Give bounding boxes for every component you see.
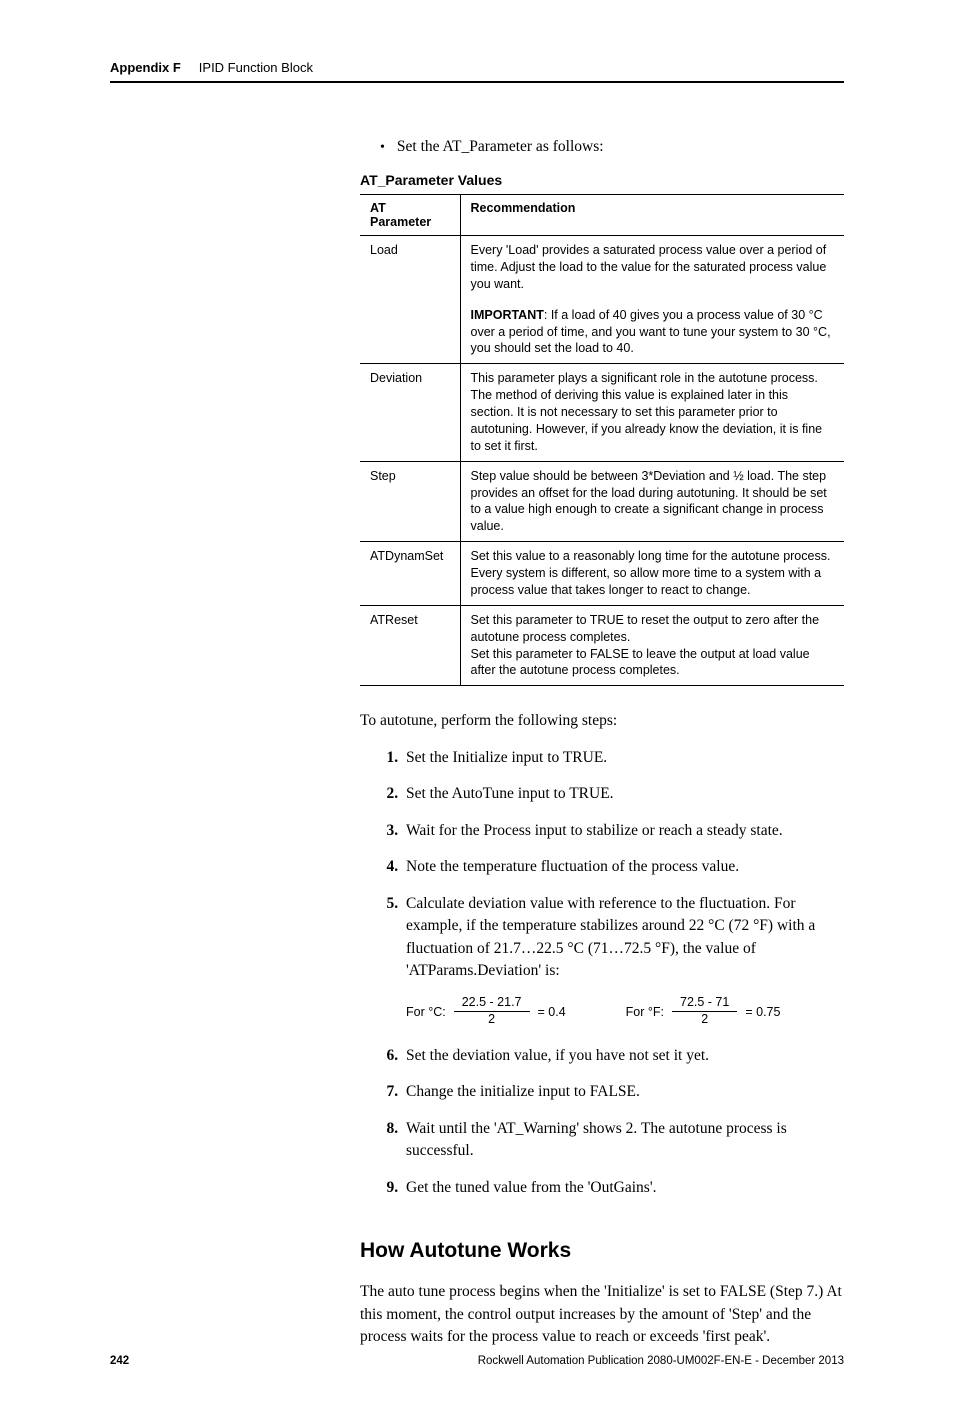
cell-rec: Step value should be between 3*Deviation… [460, 461, 844, 542]
step-item: Set the AutoTune input to TRUE. [402, 783, 844, 805]
step-item: Change the initialize input to FALSE. [402, 1081, 844, 1103]
intro-bullet: • Set the AT_Parameter as follows: [380, 138, 844, 158]
step-item: Wait for the Process input to stabilize … [402, 820, 844, 842]
rec-main: Every 'Load' provides a saturated proces… [471, 242, 835, 293]
formula-f-label: For °F: [626, 1003, 664, 1021]
step-item: Note the temperature fluctuation of the … [402, 856, 844, 878]
formula-c-num: 22.5 - 21.7 [454, 996, 530, 1012]
table-row: Step Step value should be between 3*Devi… [360, 461, 844, 542]
section-heading: How Autotune Works [360, 1239, 844, 1263]
step-item: Set the Initialize input to TRUE. [402, 747, 844, 769]
steps-list: Set the Initialize input to TRUE. Set th… [360, 747, 844, 1200]
cell-param: Load [360, 236, 460, 364]
rec-second: Set this parameter to FALSE to leave the… [471, 646, 835, 680]
cell-rec: Set this parameter to TRUE to reset the … [460, 605, 844, 686]
formula-c-den: 2 [488, 1012, 495, 1027]
section-body: The auto tune process begins when the 'I… [360, 1281, 844, 1348]
formula-c-label: For °C: [406, 1003, 446, 1021]
table-row: Deviation This parameter plays a signifi… [360, 364, 844, 461]
step-item: Set the deviation value, if you have not… [402, 1045, 844, 1067]
step-item: Wait until the 'AT_Warning' shows 2. The… [402, 1118, 844, 1163]
formula-row: For °C: 22.5 - 21.7 2 = 0.4 For °F: 72.5… [406, 996, 844, 1027]
page-footer: 242 Rockwell Automation Publication 2080… [110, 1355, 844, 1367]
col-header-param: AT Parameter [360, 195, 460, 236]
appendix-label: Appendix F [110, 60, 181, 75]
table-row: ATReset Set this parameter to TRUE to re… [360, 605, 844, 686]
formula-c: For °C: 22.5 - 21.7 2 = 0.4 [406, 996, 566, 1027]
page-number: 242 [110, 1355, 129, 1367]
step-item: Calculate deviation value with reference… [402, 893, 844, 1027]
page-header: Appendix F IPID Function Block [110, 60, 844, 83]
rec-main: Set this parameter to TRUE to reset the … [471, 612, 835, 646]
main-content: • Set the AT_Parameter as follows: AT_Pa… [360, 138, 844, 686]
rec-important: IMPORTANT: If a load of 40 gives you a p… [471, 307, 835, 358]
col-header-rec: Recommendation [460, 195, 844, 236]
cell-param: Step [360, 461, 460, 542]
intro-bullet-text: Set the AT_Parameter as follows: [397, 138, 604, 158]
table-row: ATDynamSet Set this value to a reasonabl… [360, 542, 844, 606]
formula-f-eq: = 0.75 [745, 1003, 780, 1021]
bullet-icon: • [380, 138, 385, 158]
cell-rec: Set this value to a reasonably long time… [460, 542, 844, 606]
important-label: IMPORTANT [471, 308, 544, 322]
formula-f: For °F: 72.5 - 71 2 = 0.75 [626, 996, 781, 1027]
autotune-intro: To autotune, perform the following steps… [360, 710, 844, 732]
step-item: Get the tuned value from the 'OutGains'. [402, 1177, 844, 1199]
cell-rec: This parameter plays a significant role … [460, 364, 844, 461]
cell-param: ATReset [360, 605, 460, 686]
at-parameter-table: AT Parameter Recommendation Load Every '… [360, 194, 844, 686]
formula-f-num: 72.5 - 71 [672, 996, 737, 1012]
cell-rec: Every 'Load' provides a saturated proces… [460, 236, 844, 364]
cell-param: Deviation [360, 364, 460, 461]
table-row: Load Every 'Load' provides a saturated p… [360, 236, 844, 364]
formula-f-den: 2 [701, 1012, 708, 1027]
table-title: AT_Parameter Values [360, 172, 844, 188]
chapter-title: IPID Function Block [199, 60, 313, 75]
publication-info: Rockwell Automation Publication 2080-UM0… [478, 1355, 844, 1367]
step-text: Calculate deviation value with reference… [406, 895, 815, 979]
cell-param: ATDynamSet [360, 542, 460, 606]
formula-c-eq: = 0.4 [538, 1003, 566, 1021]
